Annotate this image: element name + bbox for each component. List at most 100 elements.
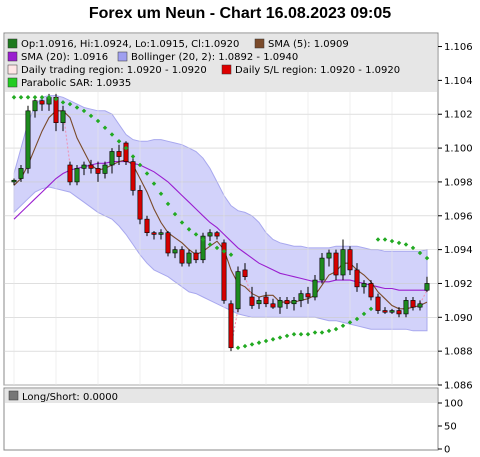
candle-body [165,232,171,254]
candle [298,290,304,308]
candle-body [109,151,115,166]
candle-body [193,252,199,261]
sar-dot [270,337,276,342]
legend-swatch [7,38,18,49]
price-tick-label: 1.098 [444,177,473,188]
candle-body [172,249,178,254]
candle [172,246,178,259]
candle [95,161,101,182]
candle-body [361,283,367,288]
legend-label: Daily S/L region: 1.0920 - 1.0920 [235,65,400,76]
candle [11,178,17,186]
gap-connector [230,308,239,348]
candle-body [382,310,388,313]
price-tick-label: 1.104 [444,76,473,87]
candle-body [277,300,283,308]
legend-swatch [7,77,18,88]
sar-dot [326,328,332,334]
sar-dot [242,343,248,349]
sub-tick-label: 50 [444,422,457,433]
candle-body [67,164,73,183]
candle-body [144,218,150,233]
candle [130,156,136,196]
candle [382,307,388,314]
candle [270,298,276,309]
sar-dot [67,101,73,107]
candle [165,231,171,257]
chart-title: Forex um Neun - Chart 16.08.2023 09:05 [89,5,391,22]
sar-dot [18,95,24,100]
candle-body [32,100,38,112]
candle [263,291,269,308]
legend-swatch [254,38,265,49]
candle [375,293,381,314]
sar-dot [123,145,129,151]
candle-body [312,279,318,298]
legend-label: SMA (5): 1.0909 [268,39,349,50]
price-tick-label: 1.096 [444,211,473,222]
candle [18,165,24,182]
legend-label: SMA (20): 1.0916 [21,52,108,63]
candle-body [158,232,164,235]
candle-body [249,296,255,306]
sub-legend-swatch [8,390,19,401]
candle [74,165,80,186]
candle [403,297,409,318]
candle-body [130,161,136,191]
candle-body [375,296,381,311]
sar-dot [382,237,388,242]
price-tick-label: 1.100 [444,144,473,155]
candle-body [424,283,430,291]
legend-swatch [221,64,232,75]
sar-dot [368,306,374,312]
candle-body [151,232,157,235]
candle [228,300,234,352]
legend-swatch [7,51,18,62]
sar-dot [249,342,255,347]
candle [235,266,241,313]
legend-swatch [117,51,128,62]
sar-dot [74,105,80,110]
candle-body [179,249,185,264]
candle-body [242,269,248,277]
candle [361,280,367,294]
legend-label: Parabolic SAR: 1.0935 [21,78,131,89]
candle-body [354,269,360,288]
price-tick-label: 1.090 [444,313,473,324]
candle-body [305,293,311,298]
candle [32,97,38,118]
candle-body [214,232,220,237]
candle [102,161,108,179]
sar-dot [340,323,346,329]
sar-dot [277,335,283,340]
sar-dot [235,345,241,351]
candle-body [333,252,339,276]
candle-body [368,283,374,298]
candle-body [200,235,206,261]
price-tick-label: 1.092 [444,279,473,290]
candle-body [60,110,66,123]
candle [25,105,31,174]
sar-dot [424,255,430,261]
candle-body [417,303,423,308]
candle-body [396,310,402,315]
candle [186,249,192,267]
candle-body [270,303,276,308]
sar-dot [312,330,318,335]
candle-body [347,249,353,271]
candle-body [291,300,297,305]
sar-dot [256,340,262,345]
candle-body [319,257,325,281]
sar-dot [298,331,304,337]
candle-body [263,296,269,305]
candle-body [228,303,234,349]
candle-body [18,168,24,179]
candle [354,263,360,292]
sar-dot [95,118,101,124]
price-tick-label: 1.094 [444,245,473,256]
sar-dot [81,108,87,114]
candle [158,229,164,240]
sar-dot [354,316,360,322]
sar-dot [305,331,311,337]
